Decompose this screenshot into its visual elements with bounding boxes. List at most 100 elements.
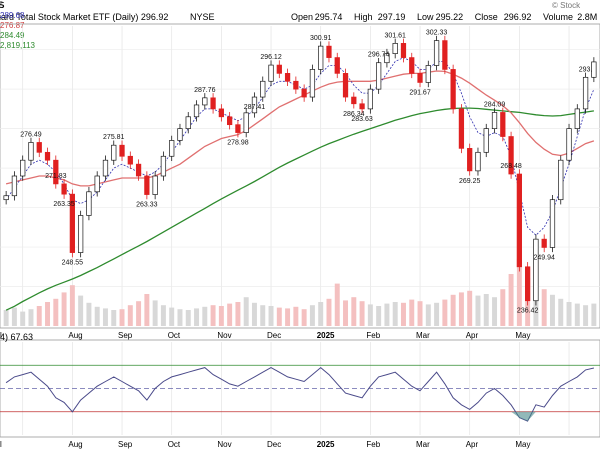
volume-bar: [86, 302, 92, 326]
volume-bar: [351, 297, 357, 326]
candle-body: [533, 238, 539, 302]
volume-bar: [94, 306, 100, 326]
volume-bar: [243, 297, 249, 326]
candle-body: [268, 64, 274, 82]
x-tick-label: Feb: [366, 440, 380, 449]
candle-body: [392, 43, 398, 54]
volume-bar: [3, 310, 9, 326]
rsi-panel-frame: [0, 339, 600, 438]
rsi-line: [5, 366, 595, 422]
legend-entry: 5: [0, 1, 5, 10]
price-annotation: 287.41: [244, 104, 266, 111]
volume-bar: [434, 302, 440, 326]
candle-body: [334, 57, 340, 74]
ohlc-label: Open: [291, 12, 313, 22]
ma-fast-line: [5, 57, 595, 236]
rsi-label: 4) 67.63: [0, 332, 33, 342]
volume-bar: [549, 294, 555, 326]
exchange-label: NYSE: [190, 12, 215, 22]
volume-bar: [210, 305, 216, 326]
candle-body: [3, 195, 9, 201]
candle-body: [574, 108, 580, 129]
x-tick-label: l: [0, 440, 2, 449]
volume-bar: [194, 308, 200, 326]
ohlc-value: 295.22: [436, 12, 464, 22]
volume-bar: [409, 299, 415, 326]
watermark: © Stock: [552, 1, 581, 10]
ohlc-label: Close: [475, 12, 498, 22]
x-tick-label: 2025: [317, 440, 335, 449]
candle-body: [53, 159, 59, 185]
candle-body: [69, 193, 75, 253]
x-tick-label: Aug: [68, 331, 82, 340]
price-annotation: 275.81: [103, 134, 125, 141]
price-annotation: 269.25: [459, 178, 481, 185]
candle-body: [400, 43, 407, 58]
candle-body: [36, 142, 42, 153]
volume-bar: [392, 302, 398, 326]
x-axis-top: l Aug Sep Oct Nov Dec 2025 Feb Mar Apr May: [0, 331, 530, 340]
volume-bar: [61, 292, 67, 326]
rsi-levels: [0, 364, 600, 413]
ma-200-line: [5, 107, 594, 311]
candle-body: [491, 112, 498, 129]
volume-bar: [318, 302, 324, 326]
volume-bar: [367, 304, 373, 326]
price-candles: [3, 35, 597, 306]
volume-bar: [235, 302, 241, 326]
price-annotation: 286.34: [343, 111, 365, 118]
x-tick-label: Aug: [68, 440, 82, 449]
price-panel-frame: [0, 23, 600, 329]
candle-body: [260, 80, 266, 98]
volume-bar: [475, 295, 481, 326]
x-tick-label: May: [515, 331, 530, 340]
volume-bar: [376, 306, 382, 326]
volume-bar: [483, 294, 489, 326]
volume-bar: [45, 302, 51, 326]
volume-bar: [591, 303, 597, 326]
volume-bar: [516, 258, 522, 326]
volume-bar: [185, 310, 191, 326]
candle-body: [284, 73, 291, 82]
volume-bar: [218, 306, 224, 326]
volume-bar: [69, 285, 75, 326]
candle-body: [541, 238, 547, 248]
candle-body: [326, 45, 332, 58]
volume-bar: [326, 298, 332, 326]
candle-body: [61, 183, 67, 195]
price-annotation: 268.48: [500, 163, 522, 170]
candle-body: [450, 69, 456, 110]
ohlc-label: Low: [417, 12, 434, 22]
candle-body: [94, 175, 100, 193]
candle-body: [342, 73, 349, 98]
price-annotation: 301.61: [384, 32, 406, 39]
price-annotation: 296.74: [368, 52, 390, 59]
ohlc-value: 296.92: [504, 12, 532, 22]
candle-body: [11, 175, 18, 197]
candle-body: [558, 159, 564, 201]
x-tick-label: Sep: [118, 331, 133, 340]
price-annotation: 271.83: [45, 173, 67, 180]
volume-bar: [260, 305, 266, 326]
volume-bar: [227, 303, 233, 326]
price-annotation: 293.: [579, 66, 593, 73]
ohlc-readout: Open 295.74 High 297.19 Low 295.22 Close 296.92…: [291, 12, 597, 22]
legend-entry: 276.87: [0, 21, 25, 30]
candle-body: [251, 96, 258, 114]
candle-body: [376, 62, 382, 90]
candle-body: [235, 124, 241, 133]
volume-bar: [500, 289, 506, 326]
candle-body: [185, 116, 191, 129]
volume-bar: [508, 274, 514, 326]
candle-body: [433, 40, 440, 66]
volume-bar: [111, 310, 117, 326]
volume-bar: [400, 302, 406, 326]
candle-body: [20, 159, 26, 177]
candle-body: [500, 112, 506, 137]
volume-bar: [78, 295, 84, 326]
volume-bar: [343, 300, 349, 326]
ohlc-value: 2.8M: [577, 12, 597, 22]
candle-body: [458, 108, 465, 149]
